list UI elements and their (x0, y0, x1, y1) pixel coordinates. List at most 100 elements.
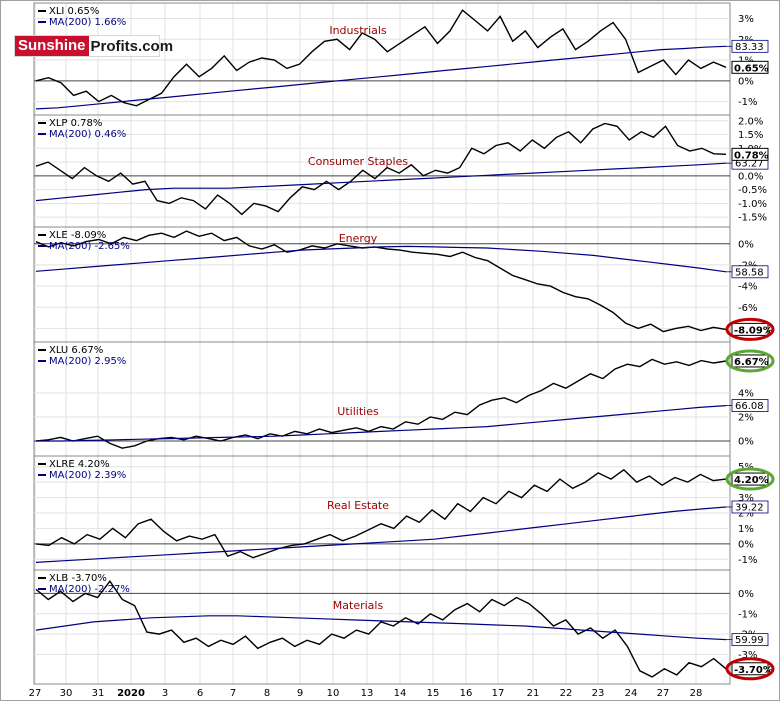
price-tag-value: 4.20% (734, 475, 769, 486)
price-tag-value: 6.67% (734, 357, 769, 368)
price-tag-box (731, 662, 769, 676)
price-tag-box (731, 472, 769, 486)
panel-border (33, 569, 731, 685)
panel-materials: 0%-1%-2%-3%XLB -3.70%MA(200) -2.27%Mater… (33, 569, 775, 685)
price-line (35, 122, 727, 216)
x-tick-label: 10 (327, 688, 340, 699)
red-highlight-circle (725, 657, 775, 681)
ma-line (35, 162, 727, 202)
price-tag-value: 0.65% (734, 63, 769, 74)
y-tick-label: 3% (738, 493, 754, 504)
y-tick-label: -6% (738, 303, 757, 314)
price-tag-box (731, 354, 769, 368)
y-tick-label: 0% (738, 239, 754, 250)
legend-price: XLE -8.09% (49, 230, 106, 241)
panel-title: Energy (339, 232, 378, 245)
ma-line (36, 405, 727, 442)
x-tick-label: 27 (29, 688, 42, 699)
ma-tag-value: 58.58 (735, 267, 764, 278)
y-tick-label: 0% (738, 437, 754, 448)
legend-price: XLB -3.70% (49, 573, 107, 584)
x-tick-label: 17 (492, 688, 505, 699)
price-line (35, 468, 727, 559)
y-tick-label: 2% (738, 413, 754, 424)
y-tick-label: -0.5% (738, 185, 767, 196)
x-tick-label: 9 (297, 688, 303, 699)
legend-ma: MA(200) 1.66% (49, 17, 126, 28)
y-tick-label: 4% (738, 389, 754, 400)
ma-tag-value: 66.08 (735, 401, 764, 412)
price-tag-box (731, 147, 769, 161)
y-tick-label: 3% (738, 14, 754, 25)
y-tick-label: -4% (738, 282, 757, 293)
price-line (35, 358, 727, 449)
y-tick-label: 0% (738, 539, 754, 550)
legend-ma: MA(200) 2.39% (49, 470, 126, 481)
ma-tag-box (731, 265, 769, 279)
price-tag-box (731, 322, 769, 336)
x-tick-label: 28 (690, 688, 703, 699)
x-tick-label: 27 (657, 688, 670, 699)
x-tick-label: 23 (592, 688, 605, 699)
x-tick-label: 31 (92, 688, 105, 699)
legend-price: XLP 0.78% (49, 118, 102, 129)
ma-tag-value: 83.33 (735, 42, 764, 53)
price-tag-value: 0.78% (734, 150, 769, 161)
y-tick-label: -1.0% (738, 199, 767, 210)
price-line (35, 579, 727, 678)
y-tick-label: 0% (738, 589, 754, 600)
x-tick-label: 21 (527, 688, 540, 699)
price-tag-box (731, 60, 769, 74)
y-tick-label: -3% (738, 650, 757, 661)
price-line (35, 230, 727, 333)
panel-consumer-staples: 2.0%1.5%1.0%0.5%0.0%-0.5%-1.0%-1.5%XLP 0… (33, 114, 769, 228)
y-tick-label: 1% (738, 524, 754, 535)
legend-price: XLU 6.67% (49, 345, 103, 356)
x-tick-label: 2020 (117, 688, 145, 699)
x-tick-label: 13 (361, 688, 374, 699)
legend-price: XLRE 4.20% (49, 459, 110, 470)
x-tick-label: 8 (264, 688, 270, 699)
x-tick-label: 7 (230, 688, 236, 699)
price-tag-value: -3.70% (734, 665, 773, 676)
green-highlight-circle (725, 467, 775, 491)
logo-part-sunshine: Sunshine (15, 36, 89, 56)
red-highlight-circle (725, 317, 775, 341)
legend-ma: MA(200) 0.46% (49, 129, 126, 140)
ma-line (35, 45, 727, 110)
ma-line (35, 615, 727, 641)
y-tick-label: -1% (738, 555, 757, 566)
sunshine-profits-logo: Sunshine Profits.com (14, 35, 173, 57)
panel-title: Consumer Staples (308, 155, 408, 168)
y-tick-label: 1.5% (738, 130, 763, 141)
ma-tag-box (731, 633, 769, 647)
legend-price: XLI 0.65% (49, 6, 99, 17)
y-tick-label: -1% (738, 97, 757, 108)
panel-industrials: 3%2%1%0%-1%XLI 0.65%MA(200) 1.66%Industr… (33, 2, 769, 116)
x-tick-label: 15 (427, 688, 440, 699)
y-tick-label: 2% (738, 509, 754, 520)
x-tick-label: 24 (625, 688, 638, 699)
ma-tag-box (731, 399, 769, 413)
logo-part-profits: Profits.com (90, 37, 174, 55)
y-tick-label: 0.0% (738, 171, 763, 182)
legend-ma: MA(200) -2.27% (49, 584, 130, 595)
ma-tag-value: 63.27 (735, 159, 764, 170)
ma-tag-value: 59.99 (735, 635, 764, 646)
x-tick-label: 16 (460, 688, 473, 699)
panel-real-estate: 5%4%3%2%1%0%-1%XLRE 4.20%MA(200) 2.39%Re… (33, 455, 775, 571)
legend-ma: MA(200) -2.65% (49, 241, 130, 252)
panel-title: Utilities (337, 405, 379, 418)
ma-tag-box (731, 500, 769, 514)
green-highlight-circle (725, 349, 775, 373)
x-tick-label: 14 (394, 688, 407, 699)
panel-title: Materials (333, 599, 384, 612)
panel-title: Industrials (329, 24, 387, 37)
ma-line (35, 506, 727, 563)
y-tick-label: -1.5% (738, 213, 767, 224)
legend-ma: MA(200) 2.95% (49, 356, 126, 367)
y-tick-label: 2.0% (738, 116, 763, 127)
